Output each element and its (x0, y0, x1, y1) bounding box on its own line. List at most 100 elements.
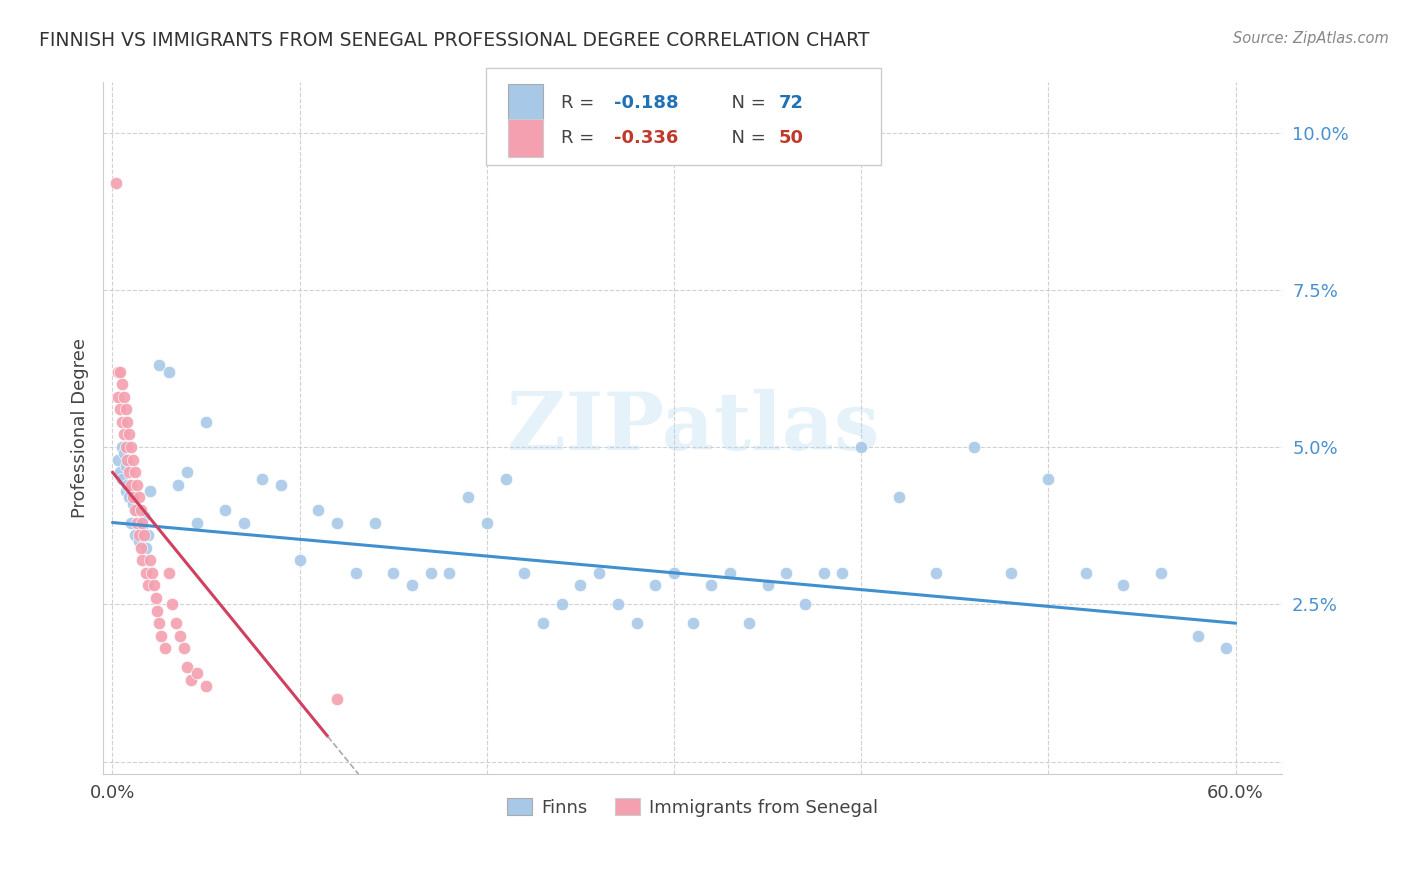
Point (131, 553, 153, 567)
Point (326, 691, 349, 706)
Point (145, 591, 167, 605)
Point (606, 597, 628, 611)
Point (307, 503, 329, 517)
Text: Source: ZipAtlas.com: Source: ZipAtlas.com (1233, 31, 1389, 46)
Point (118, 491, 141, 505)
Point (117, 440, 139, 454)
Point (682, 616, 704, 631)
FancyBboxPatch shape (508, 119, 543, 157)
Point (1150, 566, 1173, 580)
Point (180, 673, 202, 687)
Point (120, 477, 142, 491)
Point (794, 597, 817, 611)
Point (136, 528, 159, 542)
Point (117, 415, 139, 429)
Point (112, 446, 135, 460)
Point (738, 616, 761, 631)
Point (626, 616, 648, 631)
Point (111, 377, 134, 392)
Point (111, 471, 134, 485)
Point (1215, 641, 1237, 656)
Point (756, 578, 779, 592)
Point (124, 528, 146, 542)
Point (139, 553, 162, 567)
Point (644, 578, 666, 592)
Point (120, 516, 142, 530)
Point (124, 503, 146, 517)
Point (326, 516, 349, 530)
Point (551, 597, 574, 611)
Point (1038, 471, 1060, 485)
Point (107, 390, 129, 404)
Point (125, 516, 148, 530)
Point (831, 566, 853, 580)
Point (718, 566, 741, 580)
Point (169, 629, 191, 643)
Point (475, 516, 498, 530)
Point (108, 402, 131, 417)
Point (134, 509, 156, 524)
Point (700, 578, 723, 592)
Text: 50: 50 (779, 129, 804, 147)
Point (165, 616, 187, 631)
Point (588, 566, 610, 580)
Point (439, 566, 461, 580)
Point (148, 616, 170, 631)
Text: 72: 72 (779, 94, 804, 112)
Point (125, 477, 148, 491)
Point (134, 528, 156, 542)
Point (122, 452, 145, 467)
Point (925, 566, 948, 580)
Point (111, 415, 134, 429)
Point (344, 566, 367, 580)
Point (136, 578, 159, 592)
Point (382, 566, 405, 580)
Point (112, 390, 135, 404)
Point (111, 440, 134, 454)
Point (107, 365, 129, 379)
Point (108, 365, 131, 379)
Point (122, 497, 145, 511)
Point (117, 477, 139, 491)
Point (129, 516, 152, 530)
Point (135, 566, 157, 580)
Point (569, 578, 592, 592)
Point (141, 566, 163, 580)
Point (114, 458, 136, 473)
Point (851, 440, 873, 454)
FancyBboxPatch shape (486, 69, 882, 165)
Text: FINNISH VS IMMIGRANTS FROM SENEGAL PROFESSIONAL DEGREE CORRELATION CHART: FINNISH VS IMMIGRANTS FROM SENEGAL PROFE… (39, 31, 870, 50)
Point (457, 491, 479, 505)
Point (176, 465, 198, 479)
Point (135, 541, 157, 555)
Point (129, 541, 152, 555)
Point (214, 503, 236, 517)
Point (157, 566, 180, 580)
Text: -0.188: -0.188 (614, 94, 678, 112)
Point (270, 477, 292, 491)
FancyBboxPatch shape (508, 84, 543, 121)
Point (173, 641, 195, 656)
Point (120, 440, 142, 454)
Point (162, 597, 184, 611)
Point (167, 477, 190, 491)
Text: R =: R = (561, 129, 600, 147)
Point (513, 566, 536, 580)
Point (118, 465, 141, 479)
Point (148, 359, 170, 373)
Point (186, 516, 208, 530)
Point (139, 484, 162, 499)
Legend: Finns, Immigrants from Senegal: Finns, Immigrants from Senegal (501, 791, 886, 824)
Point (122, 491, 145, 505)
Point (146, 604, 169, 618)
Point (108, 465, 131, 479)
Point (662, 566, 685, 580)
Text: -0.336: -0.336 (614, 129, 678, 147)
Point (962, 440, 984, 454)
Point (252, 471, 274, 485)
Text: N =: N = (720, 94, 772, 112)
Point (1074, 566, 1097, 580)
Point (142, 578, 165, 592)
Text: ZIPatlas: ZIPatlas (506, 389, 879, 467)
Point (118, 427, 141, 442)
